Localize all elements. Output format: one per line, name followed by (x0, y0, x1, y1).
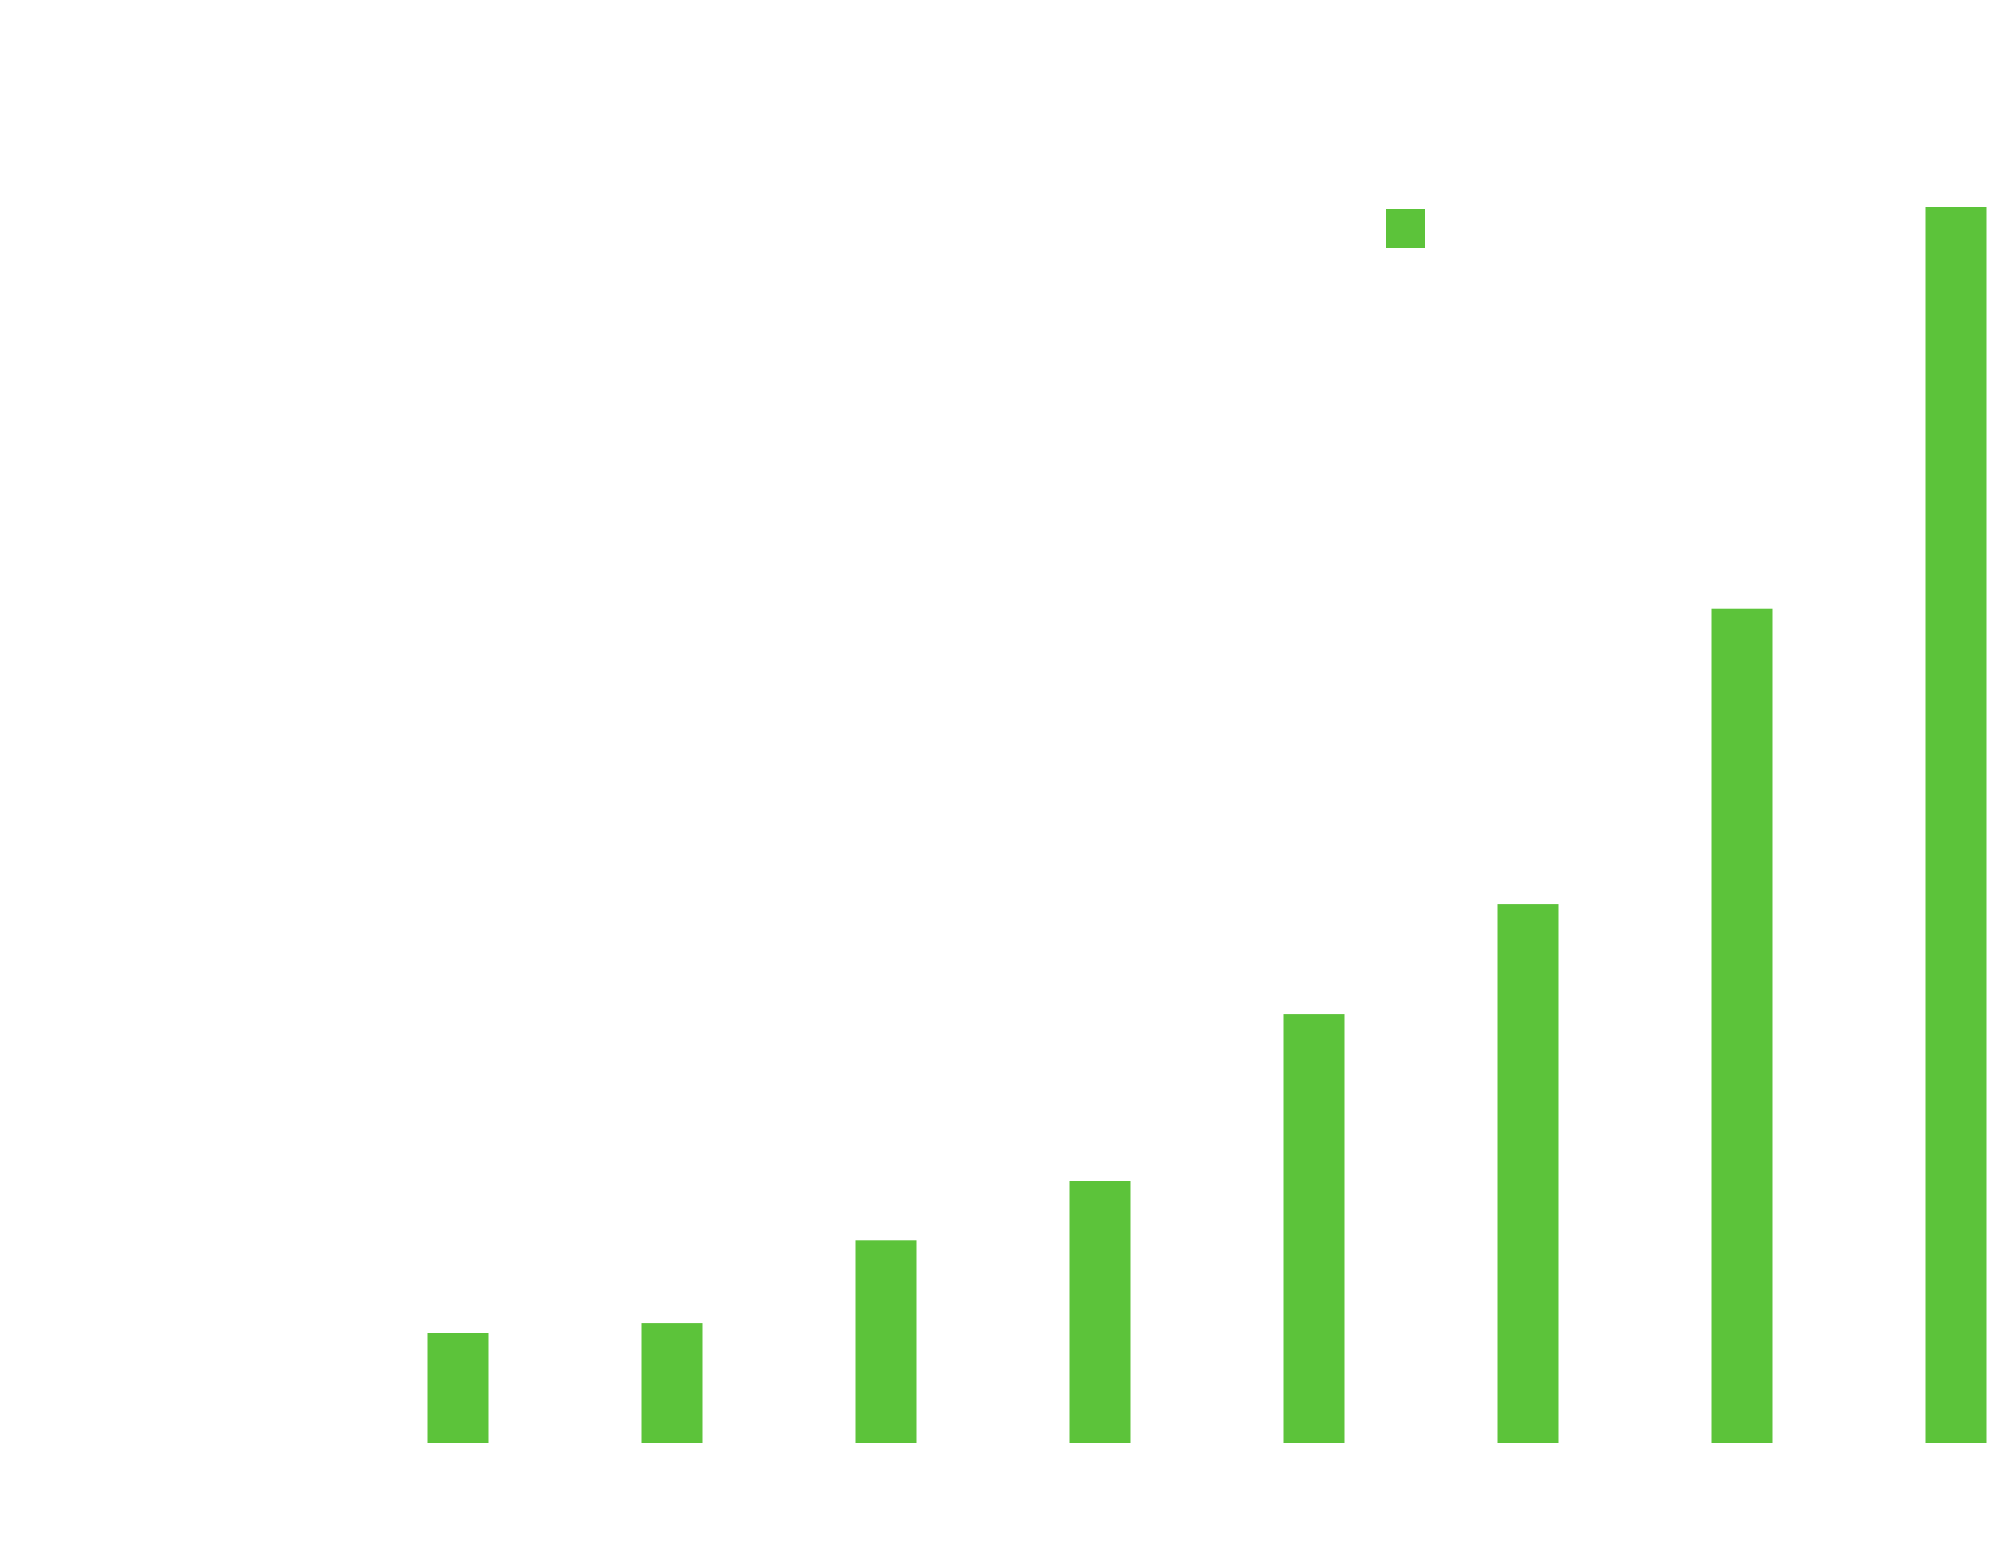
bar-3 (855, 1240, 917, 1443)
bar-7 (1711, 608, 1773, 1443)
bar-series (427, 207, 1987, 1443)
bar-6 (1497, 904, 1559, 1443)
bar-5 (1283, 1014, 1345, 1443)
legend-swatch (1386, 209, 1425, 248)
bar-8 (1925, 207, 1987, 1443)
bar-2 (641, 1323, 703, 1443)
bar-4 (1069, 1181, 1131, 1443)
legend (1386, 209, 1425, 248)
bar-1 (427, 1333, 489, 1443)
